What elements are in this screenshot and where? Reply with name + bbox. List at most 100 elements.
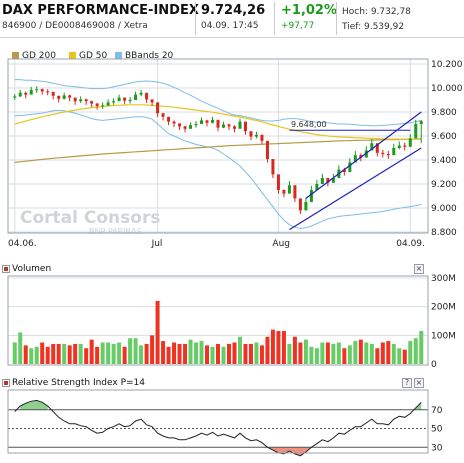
volume-bar — [150, 335, 155, 364]
volume-bar — [18, 332, 23, 364]
quote-header: DAX PERFORMANCE-INDEX 846900 / DE0008469… — [0, 0, 464, 38]
candle-body — [161, 113, 165, 117]
candle-body — [216, 119, 220, 128]
rsi-help-button[interactable]: ? — [402, 378, 412, 388]
candle-body — [167, 116, 171, 122]
price-y-tick-label: 9.800 — [431, 108, 457, 118]
rsi-y-axis: 30 50 70 — [431, 406, 443, 454]
volume-y-tick-label: 0 — [431, 360, 437, 370]
volume-grid — [8, 277, 428, 336]
header-divider — [274, 2, 275, 35]
price-x-tick-label: Aug — [272, 239, 290, 249]
volume-bar — [380, 342, 385, 364]
volume-bar — [188, 339, 193, 364]
volume-bar — [183, 343, 188, 364]
candle-body — [342, 169, 346, 172]
volume-bar — [216, 343, 220, 364]
volume-bar — [331, 343, 336, 364]
candle-body — [189, 125, 193, 129]
candle-body — [375, 143, 379, 153]
rsi-line — [14, 399, 422, 457]
volume-bar — [232, 342, 237, 364]
candle-body — [112, 101, 116, 103]
last-price: 9.724,26 — [201, 3, 266, 18]
candle-body — [106, 102, 110, 106]
volume-bar — [117, 342, 122, 364]
day-low: Tief: 9.539,92 — [342, 22, 405, 32]
volume-bar — [314, 348, 319, 364]
volume-bar — [62, 343, 67, 364]
volume-bar — [408, 341, 413, 364]
volume-bar — [298, 342, 303, 364]
volume-bar — [67, 345, 72, 364]
rsi-close-button[interactable]: × — [414, 378, 424, 388]
volume-bar — [12, 342, 17, 364]
candle-body — [249, 131, 253, 137]
rsi-levels — [8, 409, 428, 448]
candle-body — [156, 102, 160, 114]
candle-body — [117, 97, 121, 102]
volume-bar — [402, 349, 407, 364]
candle-body — [381, 152, 385, 154]
rsi-overbought-fill — [20, 400, 48, 410]
price-x-tick-label: 04.09. — [396, 239, 425, 249]
gd50-line — [14, 104, 422, 140]
volume-y-tick-label: 100M — [431, 331, 456, 341]
candle-body — [128, 100, 132, 101]
instrument-isin: 846900 / DE0008469008 / Xetra — [2, 21, 148, 31]
candle-body — [84, 99, 88, 102]
volume-y-tick-label: 200M — [431, 303, 456, 313]
candle-body — [24, 92, 28, 95]
day-high: Hoch: 9.732,78 — [342, 7, 411, 17]
volume-bar — [199, 341, 204, 364]
rsi-y-tick-label: 70 — [431, 406, 443, 416]
volume-bar — [386, 341, 391, 364]
gd50-swatch-icon — [69, 52, 76, 59]
volume-title: Volumen — [12, 264, 52, 274]
volume-bar — [78, 343, 83, 364]
rsi-oversold-fill — [267, 447, 312, 456]
candle-body — [227, 124, 231, 127]
volume-bar — [342, 348, 347, 364]
candle-body — [397, 145, 401, 148]
candle-body — [35, 89, 39, 91]
candle-body — [40, 89, 44, 92]
volume-bar — [139, 345, 144, 364]
volume-bar — [73, 343, 78, 364]
candle-body — [359, 155, 363, 158]
legend-gd200-label: GD 200 — [22, 51, 56, 61]
candle-body — [271, 159, 275, 175]
candle-body — [232, 126, 236, 129]
volume-bar — [128, 338, 133, 364]
legend-gd50-label: GD 50 — [79, 51, 108, 61]
candle-body — [304, 202, 308, 211]
price-y-tick-label: 9.000 — [431, 204, 457, 214]
volume-bar — [45, 346, 50, 364]
price-x-tick-label: Jul — [151, 239, 163, 249]
candle-body — [123, 97, 127, 101]
price-x-tick-label: 04.06. — [8, 239, 37, 249]
volume-bar — [144, 343, 149, 364]
volume-panel-icon — [2, 265, 10, 273]
candle-body — [101, 105, 105, 107]
rsi-title: Relative Strength Index P=14 — [12, 378, 146, 388]
candle-body — [282, 190, 286, 194]
rsi-frame — [7, 389, 429, 454]
bband-upper-line — [14, 79, 422, 127]
candle-body — [403, 145, 407, 147]
candle-body — [183, 126, 187, 129]
candle-body — [293, 185, 297, 199]
price-frame — [7, 58, 429, 234]
candle-body — [408, 138, 412, 147]
volume-bar — [276, 331, 281, 364]
price-y-tick-label: 8.800 — [431, 228, 457, 238]
candle-body — [79, 99, 83, 102]
volume-bar — [364, 342, 369, 364]
bband-lower-line — [14, 109, 422, 229]
rsi-y-tick-label: 30 — [431, 443, 443, 453]
volume-close-button[interactable]: × — [414, 264, 424, 274]
volume-bar — [166, 346, 171, 364]
volume-bar — [172, 342, 177, 364]
